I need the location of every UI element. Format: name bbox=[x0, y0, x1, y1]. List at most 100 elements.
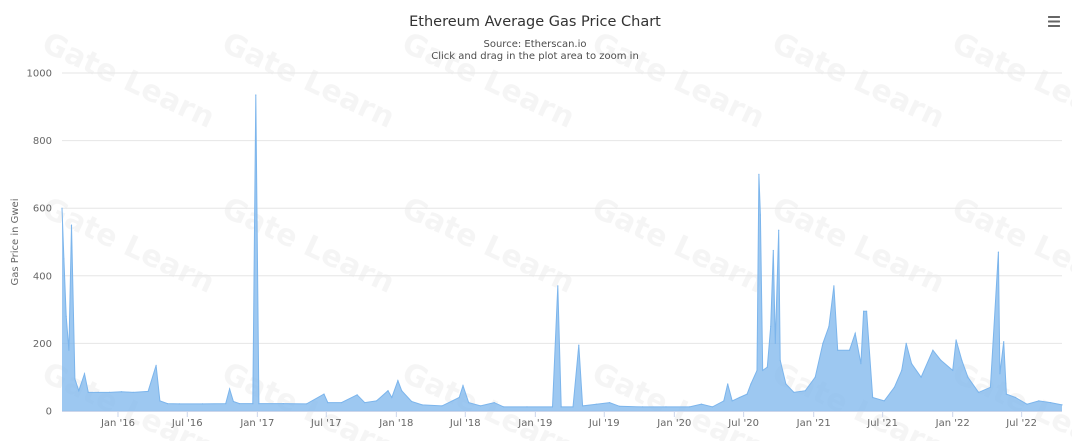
data-point[interactable] bbox=[595, 403, 597, 405]
data-point[interactable] bbox=[411, 400, 413, 403]
data-point[interactable] bbox=[391, 396, 393, 399]
data-point[interactable] bbox=[723, 400, 725, 402]
data-point[interactable] bbox=[860, 363, 862, 365]
series-layer[interactable] bbox=[61, 94, 1063, 411]
data-point[interactable] bbox=[609, 402, 611, 404]
data-point[interactable] bbox=[738, 396, 741, 399]
data-point[interactable] bbox=[87, 391, 89, 393]
data-point[interactable] bbox=[63, 258, 65, 260]
data-point[interactable] bbox=[955, 339, 957, 341]
data-point[interactable] bbox=[863, 310, 865, 312]
data-point[interactable] bbox=[700, 403, 703, 405]
data-point[interactable] bbox=[756, 369, 758, 371]
data-point[interactable] bbox=[854, 332, 856, 334]
data-point[interactable] bbox=[70, 224, 73, 226]
data-point[interactable] bbox=[503, 406, 505, 408]
data-point[interactable] bbox=[479, 405, 482, 407]
data-point[interactable] bbox=[758, 173, 760, 175]
data-point[interactable] bbox=[364, 402, 366, 404]
data-point[interactable] bbox=[147, 390, 149, 392]
data-point[interactable] bbox=[770, 325, 772, 328]
series-area[interactable] bbox=[62, 95, 1062, 411]
data-point[interactable] bbox=[778, 229, 780, 231]
data-point[interactable] bbox=[327, 402, 329, 404]
data-point[interactable] bbox=[804, 390, 806, 392]
data-point[interactable] bbox=[282, 403, 284, 405]
data-point[interactable] bbox=[560, 406, 562, 408]
data-point[interactable] bbox=[746, 393, 748, 395]
data-point[interactable] bbox=[837, 349, 839, 351]
data-point[interactable] bbox=[774, 342, 776, 344]
data-point[interactable] bbox=[883, 400, 885, 402]
data-point[interactable] bbox=[578, 344, 580, 346]
data-point[interactable] bbox=[441, 405, 443, 407]
data-point[interactable] bbox=[255, 94, 257, 96]
data-point[interactable] bbox=[225, 403, 227, 405]
data-point[interactable] bbox=[462, 385, 464, 387]
data-point[interactable] bbox=[793, 391, 795, 393]
data-point[interactable] bbox=[572, 406, 574, 408]
data-point[interactable] bbox=[551, 406, 554, 408]
data-point[interactable] bbox=[229, 388, 231, 390]
data-point[interactable] bbox=[468, 402, 470, 404]
data-point[interactable] bbox=[952, 369, 954, 371]
data-point[interactable] bbox=[961, 359, 963, 361]
data-point[interactable] bbox=[785, 383, 787, 385]
data-point[interactable] bbox=[323, 393, 325, 395]
data-point[interactable] bbox=[618, 405, 621, 407]
data-point[interactable] bbox=[828, 325, 830, 328]
data-point[interactable] bbox=[97, 391, 99, 393]
data-point[interactable] bbox=[120, 391, 122, 393]
data-point[interactable] bbox=[750, 383, 752, 385]
data-point[interactable] bbox=[967, 376, 969, 378]
data-point[interactable] bbox=[68, 349, 70, 351]
data-point[interactable] bbox=[356, 394, 358, 396]
data-point[interactable] bbox=[833, 285, 835, 287]
data-point[interactable] bbox=[1026, 403, 1028, 405]
data-point[interactable] bbox=[232, 400, 234, 403]
data-point[interactable] bbox=[1050, 402, 1052, 404]
data-point[interactable] bbox=[1061, 404, 1063, 406]
data-point[interactable] bbox=[772, 249, 774, 252]
data-point[interactable] bbox=[458, 396, 460, 399]
data-point[interactable] bbox=[397, 380, 399, 382]
data-point[interactable] bbox=[166, 403, 169, 405]
data-point[interactable] bbox=[421, 404, 423, 406]
data-point[interactable] bbox=[159, 400, 161, 402]
data-point[interactable] bbox=[901, 369, 903, 371]
data-point[interactable] bbox=[258, 403, 260, 405]
data-point[interactable] bbox=[779, 359, 781, 361]
data-point[interactable] bbox=[731, 400, 733, 402]
data-point[interactable] bbox=[872, 396, 874, 399]
data-point[interactable] bbox=[401, 390, 403, 392]
data-point[interactable] bbox=[109, 391, 111, 393]
data-point[interactable] bbox=[989, 386, 992, 388]
data-point[interactable] bbox=[132, 391, 134, 393]
hamburger-menu-icon[interactable] bbox=[1047, 15, 1061, 28]
data-point[interactable] bbox=[665, 406, 667, 408]
data-point[interactable] bbox=[305, 403, 308, 405]
data-point[interactable] bbox=[178, 403, 180, 405]
data-point[interactable] bbox=[61, 207, 63, 209]
data-point[interactable] bbox=[74, 378, 76, 380]
data-point[interactable] bbox=[920, 376, 922, 378]
data-point[interactable] bbox=[582, 405, 584, 407]
data-point[interactable] bbox=[642, 406, 644, 408]
data-point[interactable] bbox=[848, 349, 851, 351]
data-point[interactable] bbox=[387, 390, 389, 392]
data-point[interactable] bbox=[711, 406, 714, 408]
data-point[interactable] bbox=[822, 342, 824, 344]
data-point[interactable] bbox=[689, 406, 691, 408]
data-point[interactable] bbox=[866, 310, 868, 312]
data-point[interactable] bbox=[238, 403, 241, 405]
data-point[interactable] bbox=[893, 386, 896, 388]
data-point[interactable] bbox=[252, 403, 254, 405]
data-point[interactable] bbox=[1014, 396, 1017, 399]
data-point[interactable] bbox=[557, 285, 559, 287]
data-point[interactable] bbox=[727, 383, 729, 385]
data-point[interactable] bbox=[911, 363, 913, 365]
data-point[interactable] bbox=[78, 390, 80, 392]
data-point[interactable] bbox=[340, 402, 343, 404]
